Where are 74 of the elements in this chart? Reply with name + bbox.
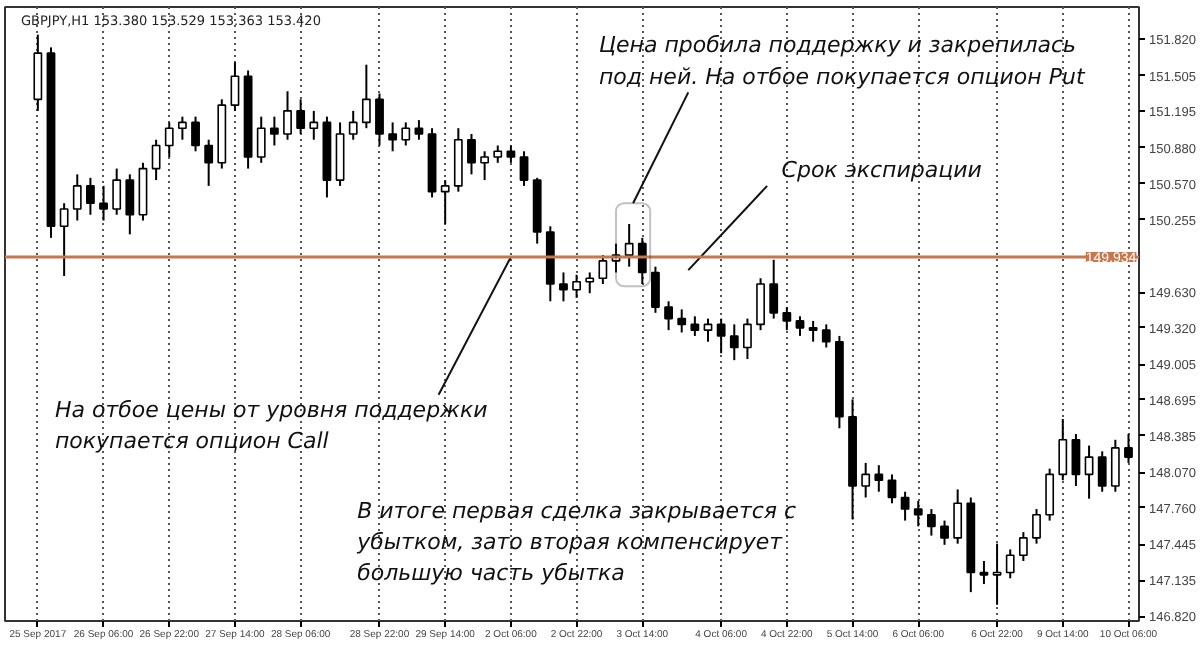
candlestick xyxy=(664,300,673,332)
candlestick xyxy=(953,488,963,545)
candlestick xyxy=(808,319,818,343)
candlestick xyxy=(913,499,923,528)
candlestick xyxy=(926,508,936,537)
candlestick xyxy=(782,306,792,332)
candlestick xyxy=(992,542,1002,606)
candlestick xyxy=(979,559,989,586)
candlestick xyxy=(821,323,831,349)
candlestick xyxy=(1045,467,1055,522)
candlestick xyxy=(677,308,687,334)
candlestick xyxy=(388,121,398,153)
candlestick xyxy=(1032,508,1041,545)
candlestick xyxy=(177,115,187,141)
candlestick xyxy=(598,254,608,285)
annotation: В итоге первая сделка закрывается с убытком, зато вторая компенсирует большую часть убытка xyxy=(355,497,797,586)
candlestick xyxy=(572,273,582,299)
candlestick xyxy=(743,317,752,361)
candlestick xyxy=(716,317,726,355)
candlestick xyxy=(519,150,529,187)
candlestick xyxy=(112,167,122,216)
candlestick xyxy=(624,222,634,268)
candlestick xyxy=(401,121,411,147)
candlestick xyxy=(769,258,779,320)
candlestick xyxy=(361,63,371,130)
candlestick xyxy=(204,138,214,187)
annotation: Срок экспирации xyxy=(781,157,982,184)
candlestick xyxy=(1058,418,1068,482)
candlestick xyxy=(651,265,660,314)
candlestick xyxy=(559,271,568,303)
candlestick xyxy=(33,33,43,112)
candlestick xyxy=(690,315,700,337)
candlestick xyxy=(480,150,490,182)
candlestick xyxy=(269,115,279,147)
candlestick xyxy=(59,202,69,277)
candlestick xyxy=(1124,433,1133,464)
candlestick xyxy=(1110,438,1120,493)
candlestick xyxy=(230,61,240,112)
candlestick xyxy=(900,490,910,522)
candlestick xyxy=(1071,433,1081,487)
candlestick xyxy=(795,315,805,337)
candlestick xyxy=(1084,444,1094,500)
candlestick xyxy=(1097,450,1107,493)
candlestick xyxy=(1018,531,1028,562)
candlestick xyxy=(335,121,345,187)
candlestick xyxy=(375,92,384,147)
candlestick xyxy=(887,473,897,505)
candlestick xyxy=(467,132,476,176)
candlestick xyxy=(138,161,148,222)
annotation: Цена пробила поддержку и закрепилась под ней. На отбое покупается опцион Put xyxy=(598,32,1086,90)
candlestick xyxy=(874,464,884,493)
candlestick xyxy=(86,176,95,216)
candlestick xyxy=(125,173,135,236)
candlestick xyxy=(453,127,463,193)
candlestick xyxy=(256,115,266,164)
candlestick xyxy=(637,236,647,285)
candlestick xyxy=(940,519,949,546)
candlestick xyxy=(283,90,292,141)
candlestick xyxy=(585,271,595,295)
candlestick xyxy=(99,184,108,222)
candlestick xyxy=(1005,548,1015,580)
candlestick xyxy=(861,461,871,499)
candlestick xyxy=(440,179,450,225)
candlestick xyxy=(164,121,174,159)
candlestick xyxy=(729,323,739,362)
candlestick xyxy=(296,98,306,135)
candlestick xyxy=(414,119,424,141)
candlestick xyxy=(151,138,161,182)
candlestick xyxy=(191,115,200,153)
annotation: На отбое цены от уровня поддержки покупается опцион Call xyxy=(54,397,488,455)
candlestick xyxy=(348,109,358,141)
candlestick xyxy=(72,173,82,222)
candlestick xyxy=(756,277,765,332)
candlestick xyxy=(309,109,319,141)
